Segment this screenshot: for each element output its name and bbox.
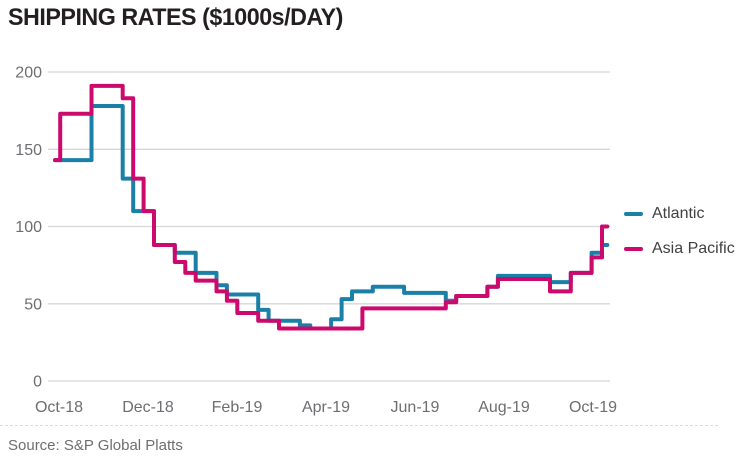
y-axis-tick-label: 150 [15,142,42,159]
atlantic-line-swatch [624,212,643,216]
legend: Atlantic Asia Pacific [624,202,735,272]
y-axis-tick-label: 0 [33,374,42,391]
legend-label-asia-pacific: Asia Pacific [652,240,735,257]
x-axis-tick-label: Dec-18 [122,399,174,416]
y-axis-tick-label: 50 [24,296,42,313]
x-axis-tick-label: Jun-19 [391,399,440,416]
asia-pacific-line-swatch [624,247,643,251]
atlantic-line [53,104,610,331]
asia-pacific-line [53,83,610,331]
chart-title: SHIPPING RATES ($1000s/DAY) [8,4,343,31]
x-axis-tick-label: Apr-19 [302,399,350,416]
y-axis-tick-label: 100 [15,219,42,236]
legend-item-atlantic: Atlantic [624,202,735,226]
source-text: Source: S&P Global Platts [8,437,183,454]
legend-label-atlantic: Atlantic [652,205,705,222]
line-chart-canvas: 0 50 100 150 200 Oct-18 Dec-18 Feb-19 Apr-19 Jun-… [15,65,617,417]
legend-item-asia-pacific: Asia Pacific [624,237,735,261]
x-axis-tick-label: Oct-19 [569,399,617,416]
x-axis-tick-label: Feb-19 [212,399,263,416]
x-axis-tick-label: Aug-19 [478,399,530,416]
x-axis-tick-label: Oct-18 [35,399,83,416]
y-axis-tick-label: 200 [15,65,42,82]
source-divider-line [0,425,718,426]
